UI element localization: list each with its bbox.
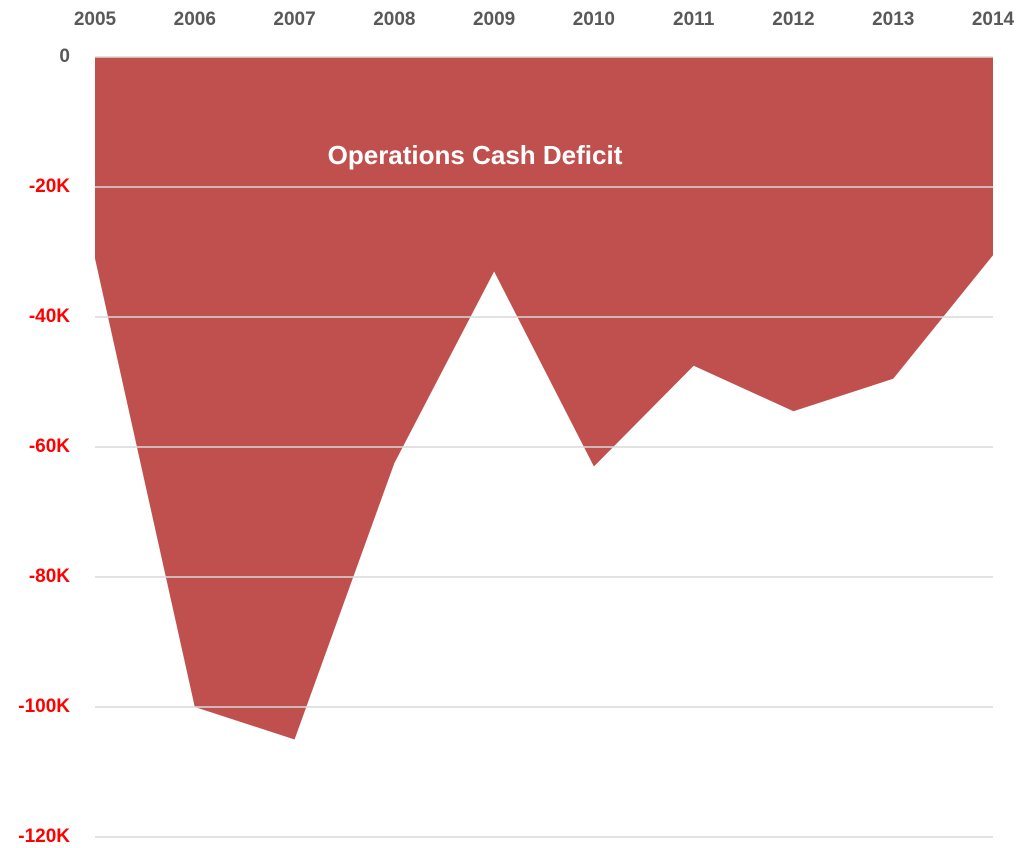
area <box>95 57 993 740</box>
y-tick-label: 0 <box>59 46 70 67</box>
y-tick-label: -60K <box>29 436 70 457</box>
x-tick-label: 2005 <box>74 9 117 30</box>
x-tick-label: 2014 <box>972 9 1015 30</box>
x-tick-label: 2012 <box>772 9 814 30</box>
x-tick-label: 2007 <box>273 9 315 30</box>
y-tick-label: -80K <box>29 566 70 587</box>
y-tick-label: -20K <box>29 176 70 197</box>
y-tick-label: -100K <box>18 696 70 717</box>
x-tick-label: 2010 <box>573 9 615 30</box>
x-tick-label: 2008 <box>373 9 415 30</box>
y-tick-label: -40K <box>29 306 70 327</box>
x-tick-label: 2009 <box>473 9 515 30</box>
x-tick-label: 2011 <box>673 9 715 30</box>
x-tick-label: 2006 <box>174 9 216 30</box>
y-tick-label: -120K <box>18 826 70 847</box>
annotation: Operations Cash Deficit <box>328 140 623 170</box>
x-tick-label: 2013 <box>872 9 914 30</box>
